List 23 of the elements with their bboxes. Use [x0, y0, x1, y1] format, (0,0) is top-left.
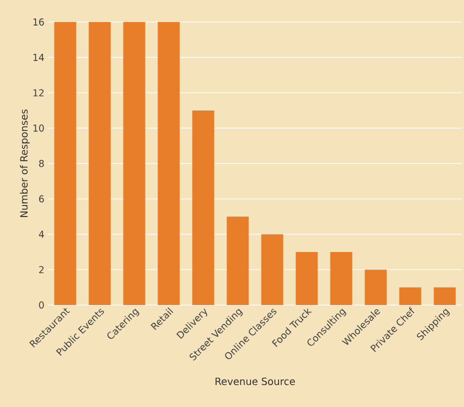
- bar: [123, 22, 146, 305]
- bar: [330, 252, 352, 305]
- bar: [261, 234, 284, 305]
- y-tick-label: 14: [33, 54, 44, 61]
- bar: [88, 22, 111, 305]
- y-tick-label: 12: [33, 89, 44, 96]
- bar: [434, 287, 456, 305]
- bar: [399, 287, 422, 305]
- bar: [226, 216, 249, 305]
- bar: [364, 270, 387, 305]
- y-tick-label: 2: [39, 266, 44, 274]
- y-tick-label: 0: [39, 301, 44, 309]
- bar: [192, 110, 214, 305]
- y-tick-label: 10: [33, 124, 44, 132]
- y-tick-label: 8: [39, 160, 44, 168]
- bar: [158, 22, 180, 305]
- y-tick-label: 4: [38, 230, 44, 238]
- x-axis-title: Revenue Source: [216, 378, 295, 386]
- y-tick-label: 6: [39, 195, 44, 202]
- y-axis-title: Number of Responses: [20, 109, 30, 218]
- bar: [296, 252, 318, 305]
- bar: [54, 22, 76, 305]
- y-tick-label: 16: [33, 18, 44, 26]
